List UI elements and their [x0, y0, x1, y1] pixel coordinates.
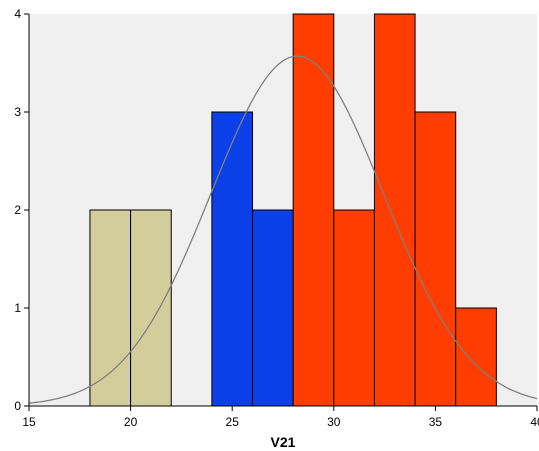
y-tick-label-1: 1	[14, 301, 21, 315]
y-tick-label-4: 4	[14, 7, 21, 21]
x-tick-label-2: 25	[226, 415, 240, 429]
histogram-bar-6	[373, 13, 416, 407]
bars	[89, 13, 497, 407]
histogram-bar-4	[292, 13, 335, 407]
x-tick-label-4: 35	[429, 415, 443, 429]
ticks: 15 20 25 30 35 40 0 1 2 3 4	[14, 7, 539, 429]
histogram-bar-8	[455, 307, 497, 407]
histogram-bar-7	[414, 111, 457, 407]
x-tick-label-3: 30	[327, 415, 341, 429]
y-tick-label-2: 2	[14, 203, 21, 217]
x-tick-label-0: 15	[22, 415, 36, 429]
x-axis-title: V21	[271, 434, 296, 450]
normal-curve	[28, 55, 538, 404]
x-tick-label-5: 40	[530, 415, 539, 429]
x-tick-label-1: 20	[124, 415, 138, 429]
histogram-bar-3	[252, 209, 294, 407]
histogram-bar-5	[333, 209, 375, 407]
y-tick-label-3: 3	[14, 105, 21, 119]
histogram-bar-0	[89, 209, 132, 407]
histogram-bar-1	[130, 209, 172, 407]
y-tick-label-0: 0	[14, 399, 21, 413]
histogram-bar-2	[211, 111, 254, 407]
